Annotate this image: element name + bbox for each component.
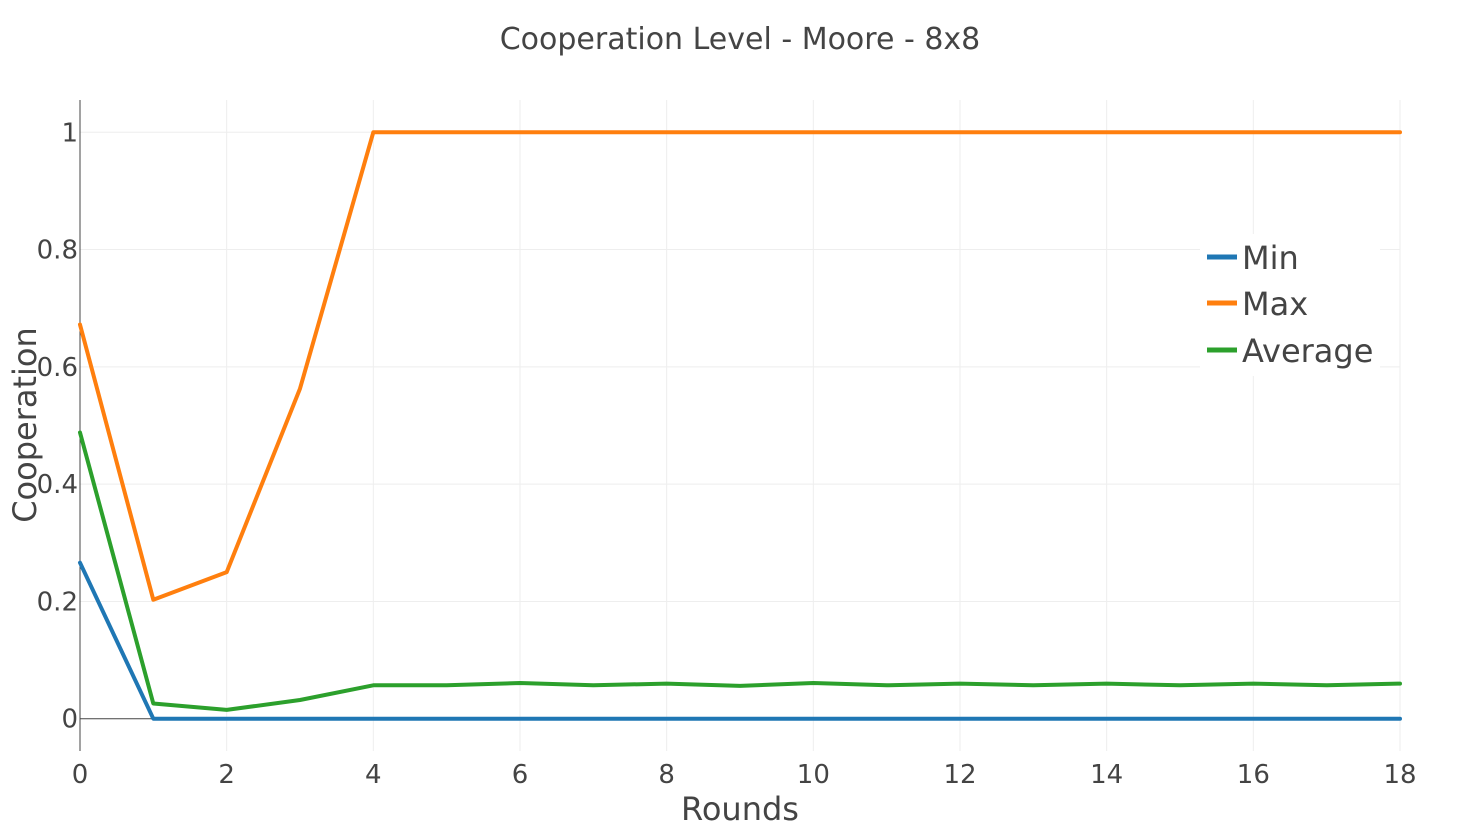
y-tick-label: 0.8 bbox=[37, 236, 78, 266]
y-tick-label: 0 bbox=[61, 705, 78, 735]
x-tick-label: 12 bbox=[943, 760, 976, 790]
x-tick-label: 2 bbox=[218, 760, 235, 790]
series-line-max bbox=[78, 130, 1402, 602]
chart-title: Cooperation Level - Moore - 8x8 bbox=[500, 22, 981, 57]
x-tick-label: 4 bbox=[365, 760, 382, 790]
x-tick-label: 14 bbox=[1090, 760, 1123, 790]
grid-lines bbox=[80, 100, 1401, 751]
y-tick-label: 0.2 bbox=[37, 587, 78, 617]
y-axis-title: Cooperation bbox=[6, 327, 44, 523]
legend-label-min: Min bbox=[1242, 239, 1299, 277]
legend-label-max: Max bbox=[1242, 285, 1308, 323]
series-lines bbox=[78, 130, 1402, 721]
x-tick-label: 10 bbox=[797, 760, 830, 790]
axes bbox=[79, 100, 154, 751]
x-tick-label: 6 bbox=[512, 760, 529, 790]
series-line-min bbox=[78, 560, 1402, 721]
legend-label-average: Average bbox=[1242, 332, 1373, 370]
x-tick-label: 0 bbox=[72, 760, 89, 790]
y-tick-label: 0.4 bbox=[37, 470, 78, 500]
legend: Min Max Average bbox=[1200, 234, 1380, 376]
series-line-average bbox=[78, 430, 1402, 712]
x-tick-label: 18 bbox=[1383, 760, 1416, 790]
x-tick-label: 16 bbox=[1237, 760, 1270, 790]
y-tick-label: 1 bbox=[61, 118, 78, 148]
x-axis-title: Rounds bbox=[681, 790, 799, 828]
tick-labels: 0 2 4 6 8 10 12 14 16 18 0 0.2 0.4 0.6 0.8 1 bbox=[37, 118, 1417, 790]
y-tick-label: 0.6 bbox=[37, 353, 78, 383]
x-tick-label: 8 bbox=[658, 760, 675, 790]
